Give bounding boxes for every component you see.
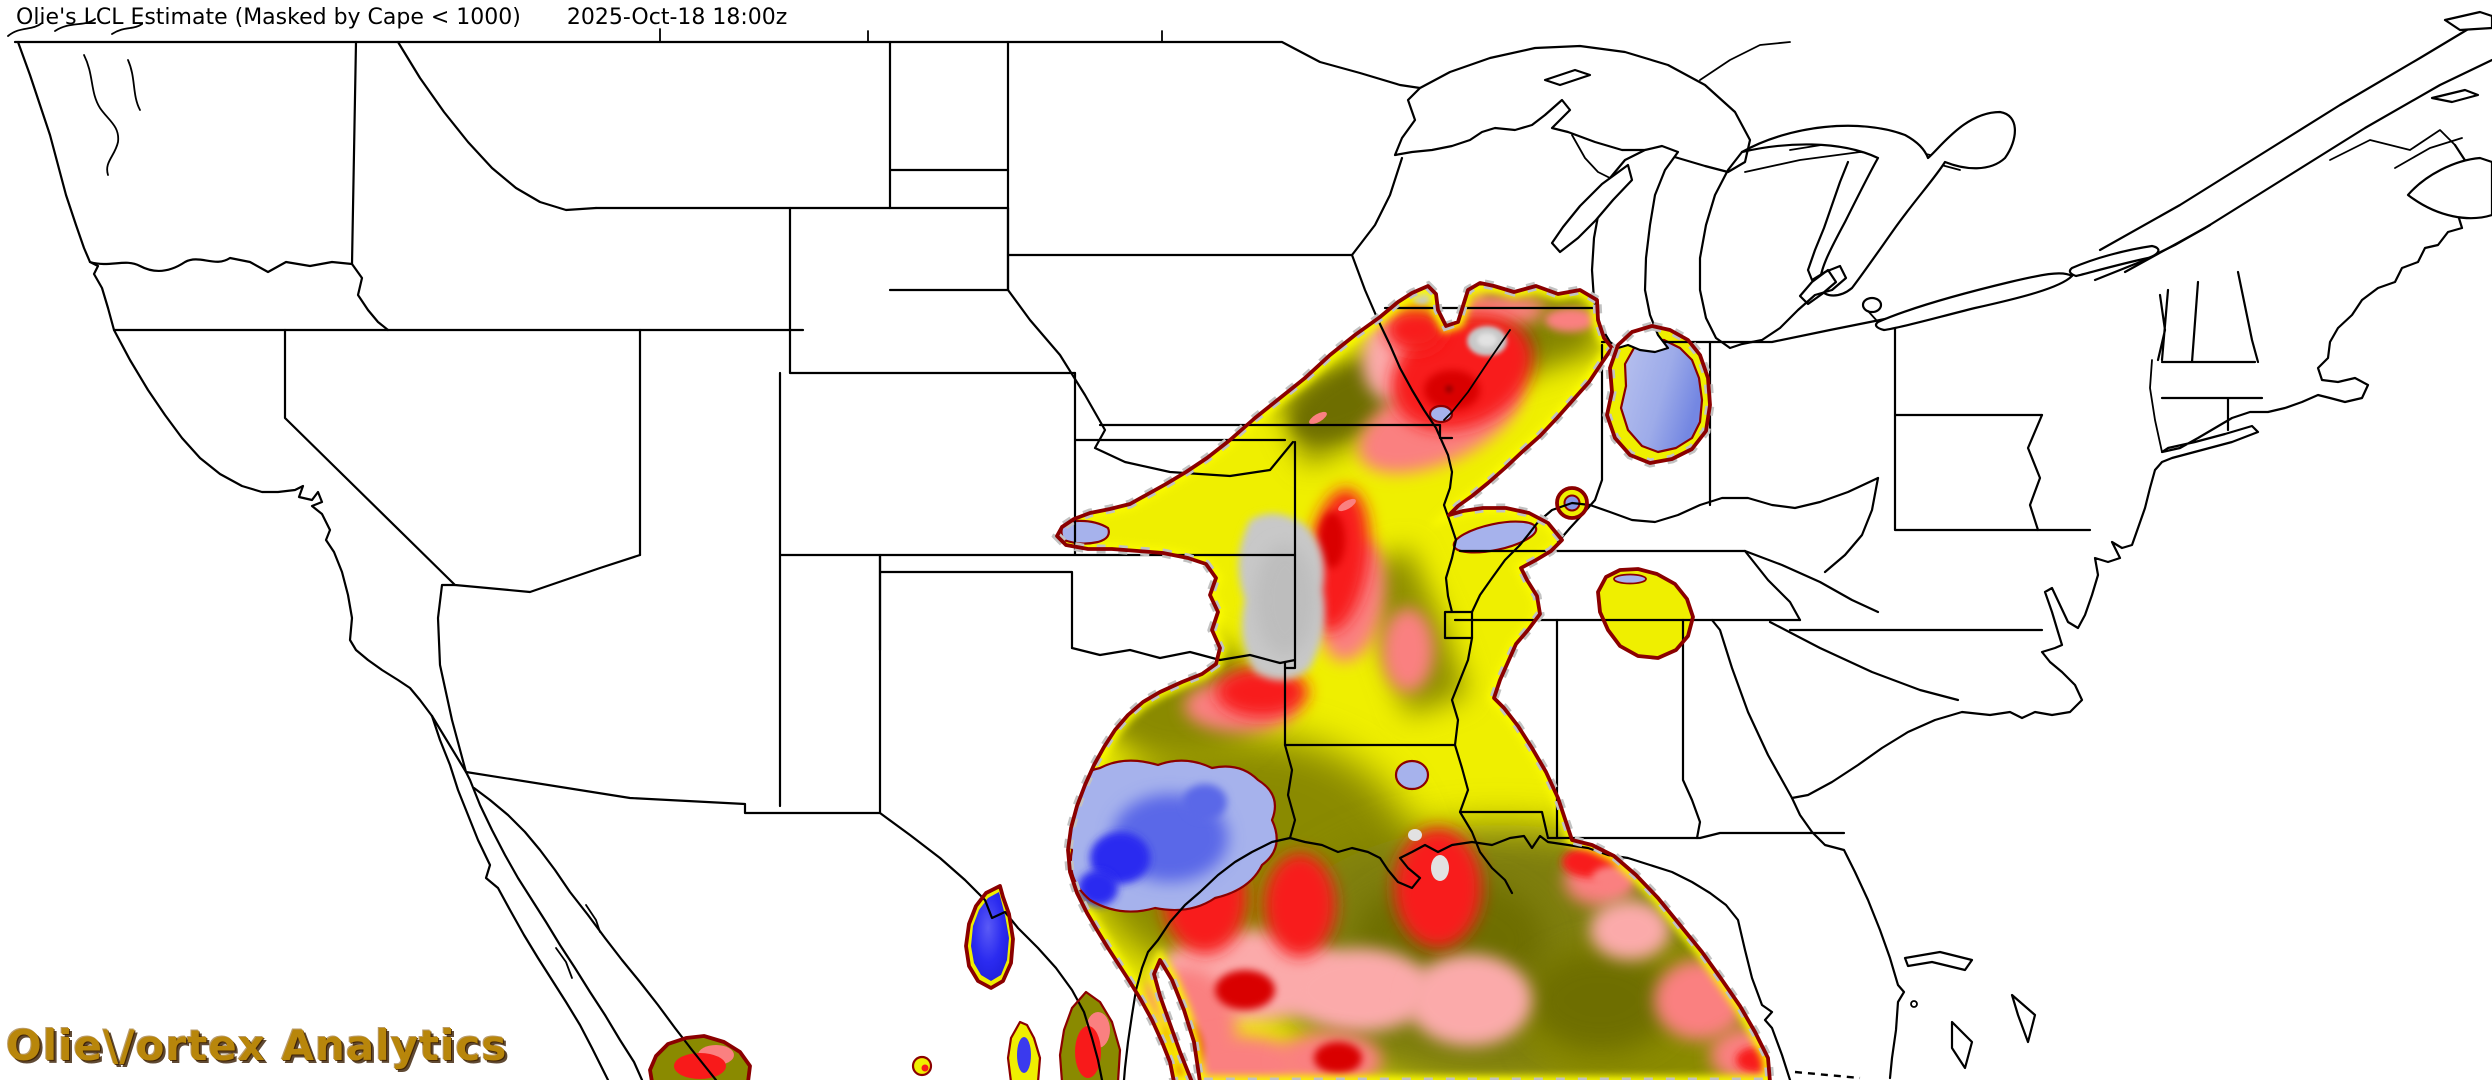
lcl-contour-overlay xyxy=(650,283,1770,1080)
bahamas xyxy=(1903,950,2037,1070)
tennessee-pocket xyxy=(1598,569,1693,658)
mask-boundaries xyxy=(648,283,1770,1080)
map-title: Olie's LCL Estimate (Masked by Cape < 10… xyxy=(16,5,787,30)
title-text: Olie's LCL Estimate (Masked by Cape < 10… xyxy=(16,5,521,30)
mexico-coast-blob xyxy=(650,1036,750,1080)
valid-time: 2025-Oct-18 18:00z xyxy=(566,5,788,30)
small-bottom-strips xyxy=(913,992,1120,1080)
great-lakes xyxy=(1393,44,2160,354)
state-borders xyxy=(7,10,2492,1080)
watermark: Olie\/ortex Analytics xyxy=(6,1021,508,1070)
